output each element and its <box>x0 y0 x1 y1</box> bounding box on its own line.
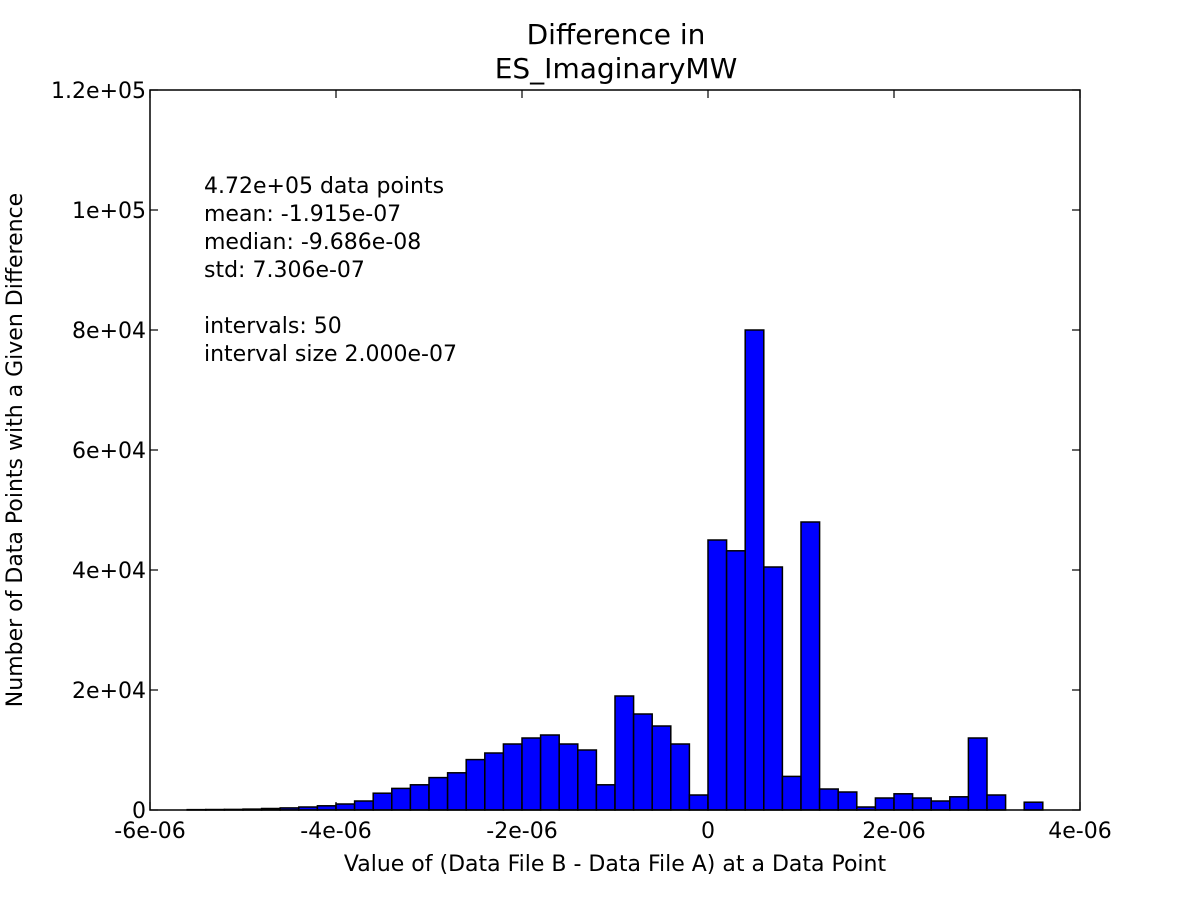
y-tick-label: 6e+04 <box>72 439 146 464</box>
histogram-bar <box>782 776 801 810</box>
annotation-line: interval size 2.000e-07 <box>204 342 457 367</box>
histogram-bar <box>578 750 597 810</box>
histogram-bar <box>968 738 987 810</box>
y-tick-label: 1e+05 <box>72 199 146 224</box>
histogram-bar <box>764 567 783 810</box>
histogram-bar <box>708 540 727 810</box>
histogram-bar <box>987 795 1006 810</box>
histogram-bar <box>745 330 764 810</box>
histogram-bar <box>652 726 671 810</box>
annotation-line: 4.72e+05 data points <box>204 174 444 199</box>
x-tick-label: 0 <box>701 819 715 844</box>
y-tick-label: 0 <box>132 799 146 824</box>
histogram-bar <box>838 792 857 810</box>
histogram-bar <box>410 785 429 810</box>
x-axis-label: Value of (Data File B - Data File A) at … <box>344 852 887 877</box>
y-tick-label: 1.2e+05 <box>51 79 146 104</box>
histogram-bar <box>913 798 932 810</box>
histogram-bar <box>820 789 839 810</box>
y-tick-label: 2e+04 <box>72 679 146 704</box>
histogram-bar <box>689 795 708 810</box>
histogram-bar <box>336 804 355 810</box>
histogram-bar <box>503 744 522 810</box>
annotation-line: std: 7.306e-07 <box>204 258 365 283</box>
chart-title-line-1: Difference in <box>527 18 706 51</box>
histogram-bar <box>485 753 504 810</box>
histogram-bar <box>429 778 448 810</box>
histogram-bar <box>950 797 969 810</box>
histogram-bar <box>466 760 485 810</box>
annotation-line: mean: -1.915e-07 <box>204 202 401 227</box>
x-tick-label: 4e-06 <box>1048 819 1111 844</box>
x-tick-label: -2e-06 <box>486 819 557 844</box>
histogram-bar <box>355 801 374 810</box>
histogram-bar <box>559 744 578 810</box>
y-tick-label: 8e+04 <box>72 319 146 344</box>
histogram-bar <box>671 744 690 810</box>
histogram-bar <box>931 801 950 810</box>
histogram-bar <box>596 785 615 810</box>
histogram-bar <box>801 522 820 810</box>
x-tick-label: -4e-06 <box>300 819 371 844</box>
histogram-bar <box>541 735 560 810</box>
histogram-bar <box>894 794 913 810</box>
y-tick-label: 4e+04 <box>72 559 146 584</box>
histogram-bar <box>727 551 746 810</box>
histogram-bar <box>522 738 541 810</box>
annotation-line: intervals: 50 <box>204 314 342 339</box>
histogram-bar <box>634 714 653 810</box>
histogram-bar <box>615 696 634 810</box>
histogram-bar <box>373 793 392 810</box>
histogram-bar <box>392 788 411 810</box>
x-tick-label: 2e-06 <box>862 819 925 844</box>
x-tick-label: -6e-06 <box>114 819 185 844</box>
y-axis-label: Number of Data Points with a Given Diffe… <box>3 193 28 707</box>
chart-title-line-2: ES_ImaginaryMW <box>495 52 738 85</box>
histogram-bar <box>1024 802 1043 810</box>
annotation-line: median: -9.686e-08 <box>204 230 421 255</box>
histogram-bar <box>875 798 894 810</box>
histogram-bar <box>448 773 467 810</box>
